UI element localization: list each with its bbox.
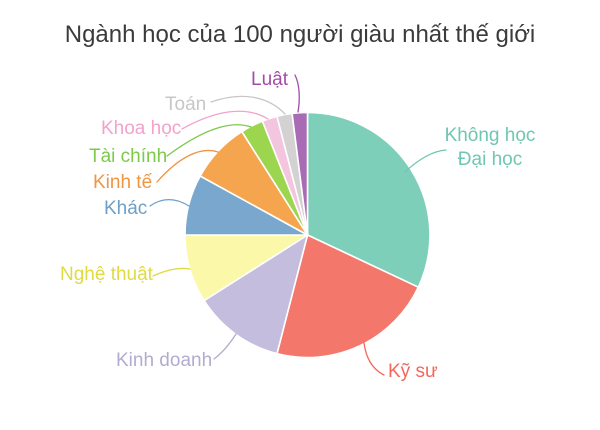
leader-line-khong-hoc-dai-hoc [404,149,447,173]
slice-label-luat: Luật [251,69,288,90]
leader-line-luat [294,74,300,113]
leader-line-kinh-doanh [213,333,237,360]
pie-slice-khong-hoc-dai-hoc [306,111,431,288]
slice-label-khong-hoc-dai-hoc: Không học Đại học [430,124,550,172]
slice-label-line: Đại học [457,149,523,170]
slice-label-nghe-thuat: Nghệ thuật [60,264,153,285]
pie-slice-ky-su [276,234,420,359]
slice-label-tai-chinh: Tài chính [89,146,168,167]
leader-line-kinh-te [156,149,219,183]
leader-line-toan [210,95,286,115]
slice-label-ky-su: Kỹ sư [388,361,438,382]
slice-label-kinh-doanh: Kinh doanh [116,350,213,371]
slice-label-toan: Toán [165,94,207,115]
leader-line-tai-chinh [166,124,252,157]
leader-line-khac [149,198,190,207]
slice-label-line: Không học [444,125,536,146]
slice-label-kinh-te: Kinh tế [93,172,153,193]
leader-line-khoa-hoc [181,110,269,130]
pie-slice-luat [291,111,309,236]
leader-line-ky-su [363,342,385,376]
leader-line-nghe-thuat [152,267,191,277]
slice-label-khoa-hoc: Khoa học [101,118,182,139]
slice-label-khac: Khác [104,198,148,219]
chart-title: Ngành học của 100 người giàu nhất thế gi… [64,21,536,48]
